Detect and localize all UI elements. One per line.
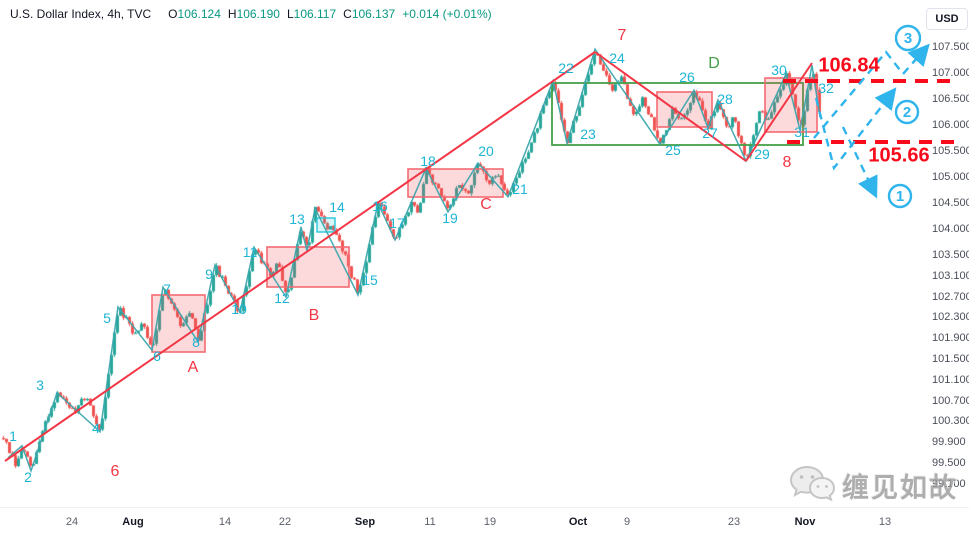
low-value: 106.117 [293, 7, 337, 21]
scenario-circle[interactable] [887, 183, 913, 209]
wechat-icon [789, 465, 836, 502]
scenario-arrow[interactable] [813, 43, 930, 139]
watermark-text: 缠见如故 [842, 472, 958, 503]
scenario-circle[interactable] [894, 99, 920, 125]
pink-consolidation-box[interactable] [151, 294, 206, 353]
pink-consolidation-box[interactable] [764, 77, 818, 133]
candlestick-canvas[interactable] [0, 0, 969, 507]
red-trend-line[interactable] [4, 51, 596, 462]
scenario-circle-number: 2 [903, 104, 911, 121]
watermark: 缠见如故 [788, 464, 958, 506]
close-label: C [343, 7, 352, 21]
close-value: 106.137 [351, 7, 396, 21]
currency-toggle-button[interactable]: USD [926, 8, 968, 30]
red-trend-line[interactable] [745, 62, 813, 162]
symbol-info-bar[interactable]: U.S. Dollar Index, 4h, TVC O106.124 H106.1… [10, 7, 492, 21]
pink-consolidation-box[interactable] [407, 168, 504, 198]
high-label: H [227, 7, 237, 21]
symbol-title: U.S. Dollar Index, 4h, TVC [10, 7, 152, 21]
open-value: 106.124 [177, 7, 221, 21]
open-label: O [168, 7, 178, 21]
scenario-circle-number: 3 [904, 30, 912, 47]
scenario-circle-number: 1 [896, 188, 904, 205]
pink-consolidation-box[interactable] [656, 91, 713, 128]
time-axis-separator [0, 507, 969, 508]
scenario-arrow[interactable] [814, 87, 897, 171]
scenario-arrow[interactable] [841, 126, 878, 199]
low-label: L [286, 7, 294, 21]
scenario-circle[interactable] [894, 24, 922, 52]
change-value: +0.014 (+0.01%) [402, 7, 492, 21]
red-trend-line[interactable] [594, 51, 747, 162]
high-value: 106.190 [236, 7, 280, 21]
